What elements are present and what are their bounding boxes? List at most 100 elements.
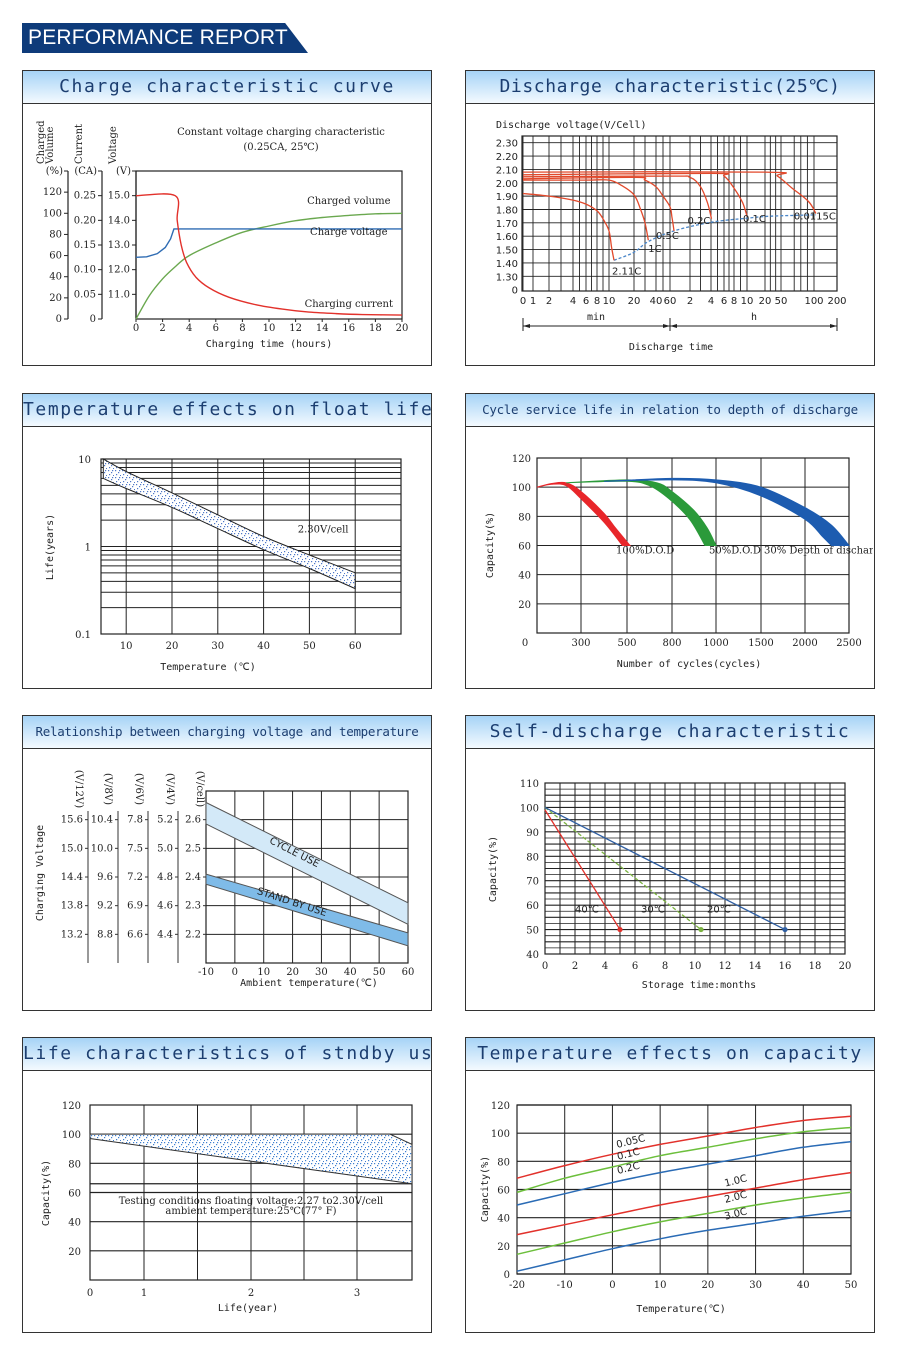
- y-tick-label: 0: [90, 314, 96, 325]
- scale-header: (V/cell): [194, 771, 205, 807]
- series-label: Charge voltage: [310, 227, 388, 238]
- y-tick-label: 1.50: [496, 246, 518, 257]
- y-tick-label: 60: [68, 1189, 81, 1200]
- plot-frame: [100, 458, 402, 635]
- y-tick-label: 14.0: [108, 215, 130, 226]
- x-tick-label: 6: [583, 296, 589, 307]
- series-label: 2.0C: [723, 1190, 748, 1206]
- panel-title: Life characteristics of stndby use: [23, 1038, 431, 1071]
- y-tick-label: 20: [518, 600, 531, 611]
- page-header: PERFORMANCE REPORT: [22, 23, 308, 53]
- y-tick-label: 50: [526, 926, 539, 937]
- x-axis-label: Temperature (℃): [160, 662, 256, 673]
- x-tick-label: 100: [804, 296, 823, 307]
- y-tick-label: 60: [518, 542, 531, 553]
- plot-frame: [89, 1104, 413, 1281]
- scale-label: 4.4: [157, 929, 173, 940]
- panel-float-life: Temperature effects on float life 10 20 30…: [22, 393, 432, 689]
- y-tick-label: 1.70: [496, 219, 518, 230]
- scale-header: (V/6V): [133, 773, 144, 805]
- x-tick-label: 0: [522, 638, 528, 649]
- y-tick-label: 100: [512, 483, 531, 494]
- series-line: [516, 1209, 852, 1272]
- x-tick-label: 8: [239, 323, 245, 334]
- series-line: [516, 1115, 852, 1179]
- series-label: 0.1C: [616, 1147, 641, 1163]
- x-tick-label: 6: [213, 323, 219, 334]
- x-tick-label: 50: [373, 967, 386, 978]
- scale-label: 4.8: [157, 872, 173, 883]
- discharge-curve: [522, 179, 649, 241]
- x-tick-label: 2: [159, 323, 165, 334]
- panel-charge-curve: Charge characteristic curve Constant vol…: [22, 70, 432, 366]
- x-tick-label: 40: [650, 296, 663, 307]
- y-axis-label: Capacity(%): [480, 1156, 491, 1222]
- self-discharge-chart: 0 2 4 6 8 10 12 14 16 18 20 40 50 60 70 80 90 100 110 40℃ 30…: [488, 779, 851, 991]
- y-tick-label: 0: [512, 286, 518, 297]
- band-label: 30% Depth of discharge: [764, 546, 873, 557]
- scale-label: 5.0: [157, 843, 173, 854]
- scale-header: (V/8V): [102, 773, 113, 805]
- x-tick-label: 50: [775, 296, 788, 307]
- scale-label: 10.4: [91, 815, 113, 826]
- x-tick-label: 40: [257, 641, 270, 652]
- voltage-band: [205, 873, 409, 947]
- series-line: [516, 1126, 852, 1194]
- x-tick-label: 50: [303, 641, 316, 652]
- scale-label: 6.6: [127, 929, 143, 940]
- scale-label: 2.5: [185, 843, 201, 854]
- end-voltage-line: [613, 214, 816, 261]
- life-band: [102, 458, 356, 590]
- x-tick-label: 16: [779, 961, 792, 972]
- series-label: Charging current: [305, 299, 393, 310]
- x-axis-label: Temperature(℃): [636, 1304, 726, 1315]
- panel-title: Relationship between charging voltage an…: [23, 716, 431, 749]
- scale-label: 14.4: [61, 872, 83, 883]
- x-tick-label: 20: [701, 1280, 714, 1291]
- y-tick-label: 120: [62, 1101, 81, 1112]
- y-tick-label: 0: [504, 1270, 510, 1281]
- y-axis-label: Voltage: [108, 126, 119, 165]
- series-label: 40℃: [575, 904, 599, 915]
- y-tick-label: 60: [49, 251, 62, 262]
- y-tick-label: 20: [49, 293, 62, 304]
- y-tick-label: 40: [518, 571, 531, 582]
- scale-label: 2.4: [185, 872, 201, 883]
- scale-header: (V/4V): [164, 773, 175, 805]
- y-axis-label: Volume: [45, 127, 56, 165]
- x-tick-label: 30: [315, 967, 328, 978]
- curve-label: 0.5C: [656, 231, 679, 242]
- header-title: PERFORMANCE REPORT: [28, 26, 288, 49]
- y-tick-label: 0.05: [74, 289, 96, 300]
- series-label: 3.0C: [723, 1206, 748, 1222]
- x-tick-label: 6: [721, 296, 727, 307]
- band-label: 2.30V/cell: [298, 524, 349, 535]
- discharge-curve: [522, 172, 748, 217]
- dod-band: [603, 477, 851, 546]
- y-tick-label: 10: [78, 455, 91, 466]
- test-conditions-note: Testing conditions floating voltage:2.27…: [119, 1196, 384, 1207]
- scale-label: 7.5: [127, 843, 143, 854]
- y-axis-label: Capacity(%): [41, 1160, 52, 1226]
- y-axis-unit: (CA): [74, 166, 97, 177]
- plot-frame: [516, 1104, 852, 1275]
- x-axis-label: Discharge time: [629, 342, 713, 353]
- scale-label: 15.0: [61, 843, 83, 854]
- series-line: [135, 193, 403, 316]
- x-unit-min: min: [587, 312, 605, 323]
- x-tick-label: 12: [719, 961, 732, 972]
- charge-curve-chart: Constant voltage charging characteristic…: [36, 120, 408, 350]
- y-tick-label: 0.15: [74, 240, 96, 251]
- y-tick-label: 0.25: [74, 191, 96, 202]
- y-tick-label: 0: [56, 314, 62, 325]
- series-label: 1.0C: [723, 1173, 748, 1189]
- scale-label: 7.8: [127, 815, 143, 826]
- y-axis-unit: (V): [116, 166, 131, 177]
- series-line: [544, 806, 786, 931]
- y-tick-label: 70: [526, 877, 539, 888]
- series-label: Charged volume: [307, 196, 391, 207]
- y-axis-label: Capacity(%): [488, 836, 499, 902]
- y-tick-label: 40: [497, 1214, 510, 1225]
- x-tick-label: 20: [286, 967, 299, 978]
